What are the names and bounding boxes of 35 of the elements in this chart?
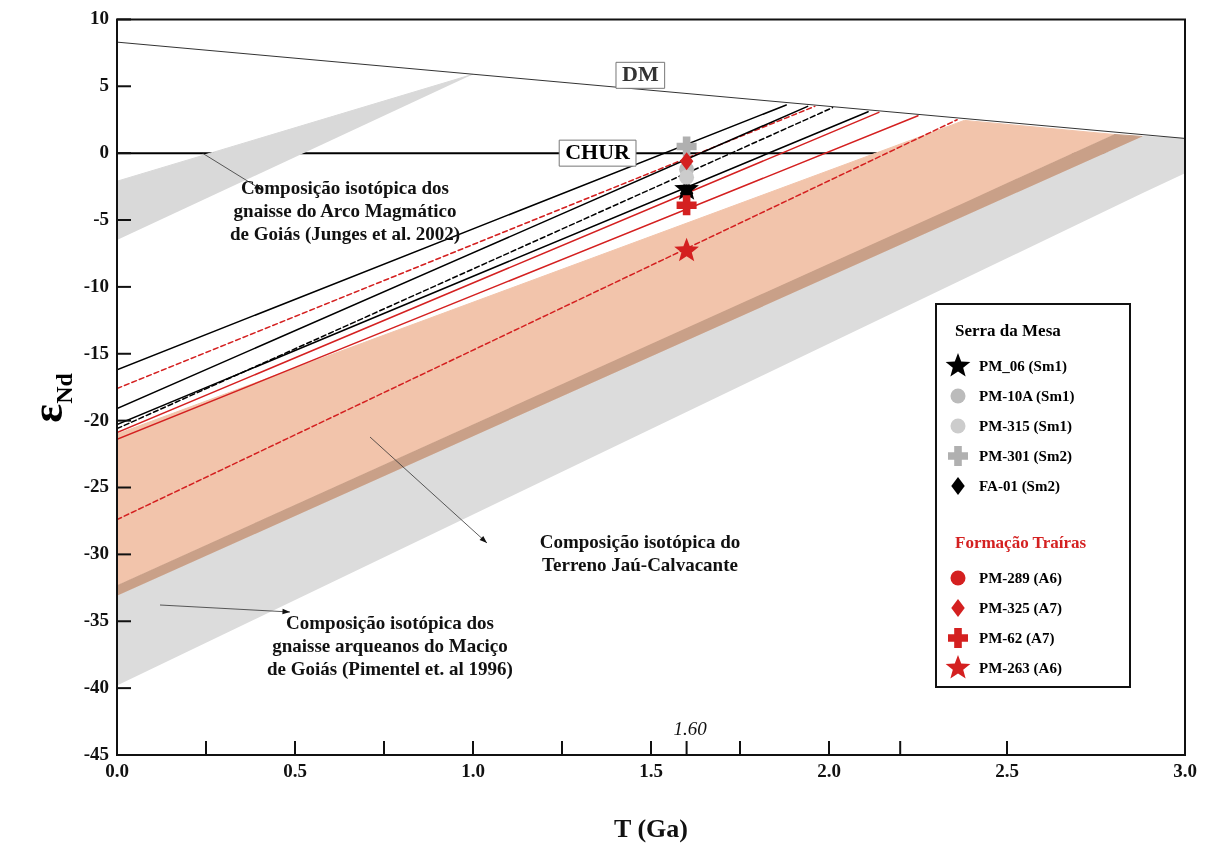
y-tick-label: 0 xyxy=(99,141,109,163)
annotation: Composição isotópica do Terreno Jaú-Calvacante xyxy=(539,531,741,576)
x-tick-label: 3.0 xyxy=(1173,760,1197,782)
annotation: Formação Traíras xyxy=(955,533,1088,553)
y-tick-label: -5 xyxy=(93,207,109,229)
legend-label: FA-01 (Sm2) xyxy=(979,477,1060,495)
legend-label: PM-10A (Sm1) xyxy=(979,387,1075,405)
ref-line-label: CHUR xyxy=(565,138,632,164)
annotation: 1.60 xyxy=(673,718,708,739)
legend-label: PM-301 (Sm2) xyxy=(979,447,1072,465)
legend-label: PM-315 (Sm1) xyxy=(979,417,1072,435)
legend-label: PM_06 (Sm1) xyxy=(979,357,1067,375)
x-tick-label: 0.5 xyxy=(283,760,307,782)
legend-label: PM-289 (A6) xyxy=(979,569,1062,587)
x-tick-label: 1.0 xyxy=(461,760,485,782)
legend-label: PM-62 (A7) xyxy=(979,629,1055,647)
y-tick-label: -15 xyxy=(83,341,109,363)
legend-label: PM-325 (A7) xyxy=(979,599,1062,617)
x-tick-label: 2.0 xyxy=(817,760,841,782)
x-tick-label: 1.5 xyxy=(639,760,663,782)
y-tick-label: 5 xyxy=(99,74,109,96)
y-tick-label: -20 xyxy=(83,408,109,430)
y-tick-label: -35 xyxy=(83,609,109,631)
annotation: Composição isotópica dos gnaisse do Arco Magmático de Goiás (Junges et al. 2002) xyxy=(229,176,461,245)
y-tick-label: -40 xyxy=(83,676,109,698)
x-tick-label: 2.5 xyxy=(995,760,1019,782)
x-axis-title: T (Ga) xyxy=(614,814,688,844)
legend-title: Serra da Mesa xyxy=(955,321,1062,341)
y-tick-label: -10 xyxy=(83,274,109,296)
y-tick-label: 10 xyxy=(90,7,109,29)
annotation: Composição isotópica dos gnaisse arqueanos do Maciço de Goiás (Pimentel et. al 1996) xyxy=(267,611,513,680)
y-tick-label: -30 xyxy=(83,542,109,564)
y-tick-label: -25 xyxy=(83,475,109,497)
series-label: DM xyxy=(621,61,659,87)
legend-label: PM-263 (A6) xyxy=(979,659,1062,677)
